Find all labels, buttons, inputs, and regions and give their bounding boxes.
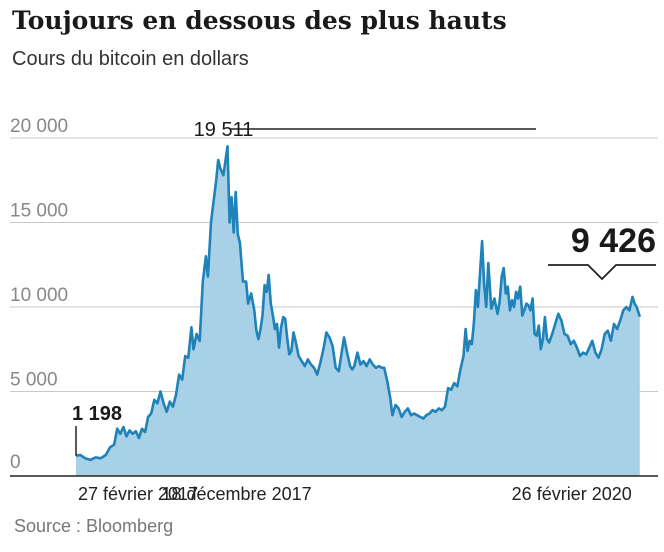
chart-title: Toujours en dessous des plus hauts xyxy=(12,6,507,35)
annotation-peak-value: 19 511 xyxy=(194,119,254,141)
annotation-latest-value: 9 426 xyxy=(571,222,656,260)
series-area xyxy=(76,146,640,477)
y-tick-label: 0 xyxy=(10,452,21,473)
x-tick-label: 18 décembre 2017 xyxy=(162,484,312,504)
y-tick-label: 5 000 xyxy=(10,370,58,391)
y-axis-ticks: 0 5 000 10 000 15 000 20 000 xyxy=(10,116,68,473)
y-tick-label: 15 000 xyxy=(10,201,68,222)
source-note: Source : Bloomberg xyxy=(14,516,174,536)
y-tick-label: 10 000 xyxy=(10,285,68,306)
x-tick-label: 26 février 2020 xyxy=(512,484,632,504)
y-tick-label: 20 000 xyxy=(10,116,68,137)
annotation-bracket xyxy=(548,264,656,281)
chart-subtitle: Cours du bitcoin en dollars xyxy=(12,48,249,70)
x-tick-label: 27 février 2017 xyxy=(78,484,198,504)
annotation-start-value: 1 198 xyxy=(72,403,122,425)
annotations: 1 198 19 511 9 426 xyxy=(72,119,656,456)
series-line xyxy=(75,145,642,462)
